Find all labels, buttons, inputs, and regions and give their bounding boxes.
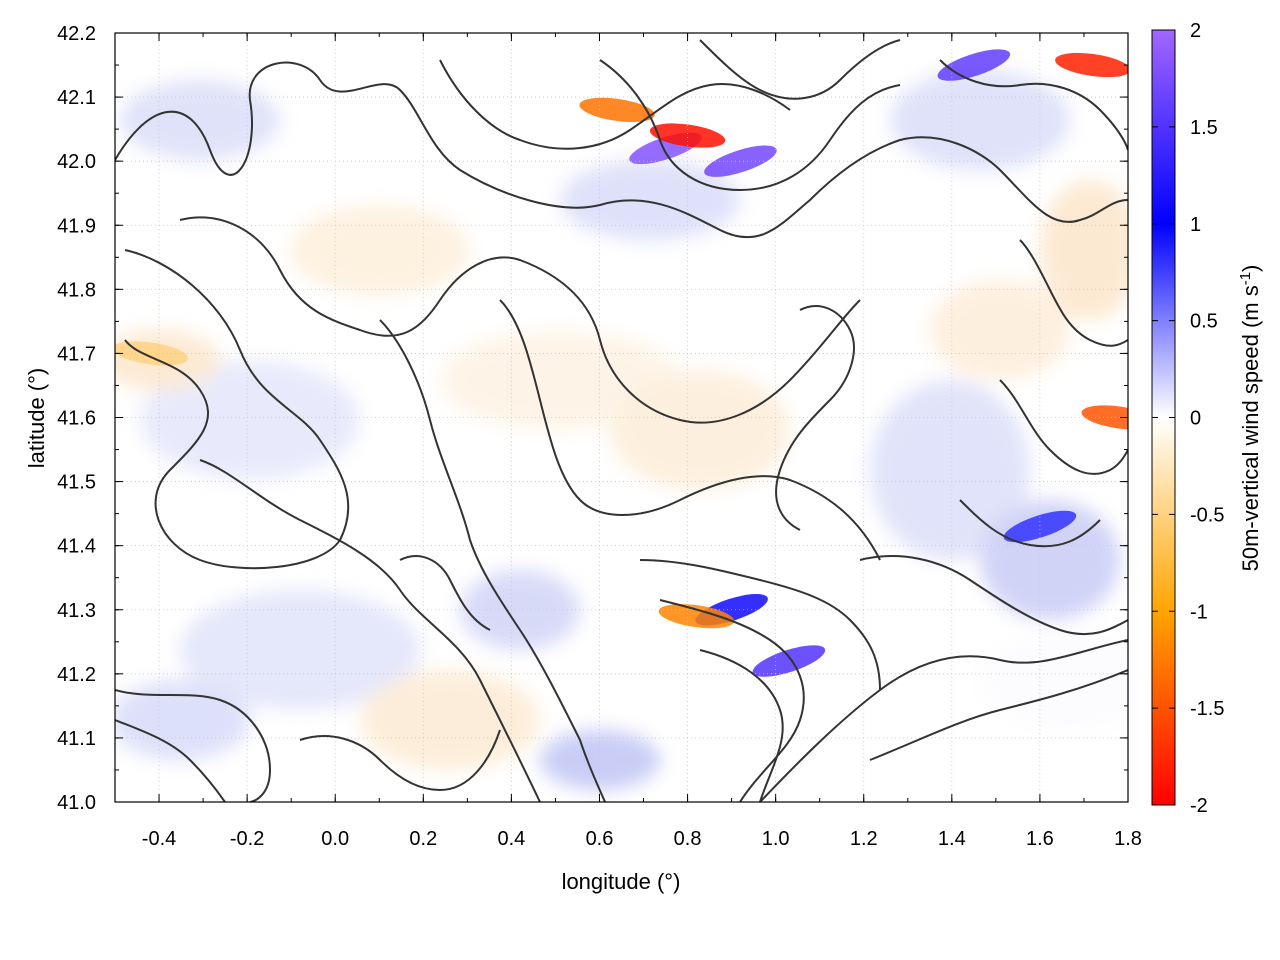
colorbar-ticks: 2 1.5 1 0.5 0 -0.5 -1 -1.5 -2 [1152, 20, 1224, 817]
y-tick-label: 42.2 [57, 23, 96, 45]
colorbar-tick-label: -1.5 [1190, 698, 1224, 720]
colorbar: 2 1.5 1 0.5 0 -0.5 -1 -1.5 -2 50m-vertical wind … [1151, 20, 1263, 817]
y-tick-label: 41.5 [57, 472, 96, 494]
y-tick-label: 41.8 [57, 279, 96, 301]
y-tick-label: 41.3 [57, 600, 96, 622]
y-tick-label: 41.6 [57, 408, 96, 430]
x-tick-label: 1.0 [762, 828, 790, 850]
y-axis-title: latitude (°) [24, 368, 49, 469]
y-tick-label: 41.2 [57, 664, 96, 686]
colorbar-tick-label: 0.5 [1190, 311, 1218, 333]
y-tick-label: 42.1 [57, 87, 96, 109]
colorbar-tick-label: -0.5 [1190, 504, 1224, 526]
field-feature [704, 145, 777, 177]
x-axis-title: longitude (°) [562, 869, 681, 894]
x-tick-label: 1.2 [850, 828, 878, 850]
colorbar-tick-label: -1 [1190, 601, 1208, 623]
colorbar-tick-label: 0 [1190, 408, 1201, 430]
y-tick-label: 41.4 [57, 536, 96, 558]
y-tick-label: 41.9 [57, 215, 96, 237]
colorbar-title: 50m-vertical wind speed (m s-1) [1237, 265, 1263, 572]
field-feature [1055, 52, 1128, 78]
x-tick-label: 0.8 [674, 828, 702, 850]
y-tick-label: 41.7 [57, 343, 96, 365]
colorbar-tick-label: 1 [1190, 214, 1201, 236]
field-feature [579, 97, 655, 123]
x-axis: -0.4 -0.2 0.0 0.2 0.4 0.6 0.8 1.0 1.2 1.4 1.6 1.8 [114, 33, 1142, 850]
y-tick-label: 42.0 [57, 151, 96, 173]
x-tick-label: 0.2 [409, 828, 437, 850]
field-feature [649, 123, 726, 148]
x-tick-label: 1.6 [1026, 828, 1054, 850]
x-tick-label: 1.8 [1114, 828, 1142, 850]
colorbar-tick-label: 1.5 [1190, 117, 1218, 139]
x-tick-label: 0.0 [321, 828, 349, 850]
colorbar-tick-label: -2 [1190, 795, 1208, 817]
y-tick-label: 41.0 [57, 792, 96, 814]
y-axis: 41.0 41.1 41.2 41.3 41.4 41.5 41.6 41.7 41.8 41.9… [57, 23, 1128, 814]
terrain-contours [115, 39, 1128, 802]
x-tick-label: 1.4 [938, 828, 966, 850]
x-tick-label: 0.6 [586, 828, 614, 850]
x-tick-label: -0.4 [142, 828, 176, 850]
x-tick-label: -0.2 [230, 828, 264, 850]
field-feature [752, 645, 826, 677]
colorbar-tick-label: 2 [1190, 20, 1201, 42]
field-feature [1003, 510, 1077, 543]
y-tick-label: 41.1 [57, 728, 96, 750]
x-tick-label: 0.4 [497, 828, 525, 850]
field-texture [115, 70, 1128, 790]
